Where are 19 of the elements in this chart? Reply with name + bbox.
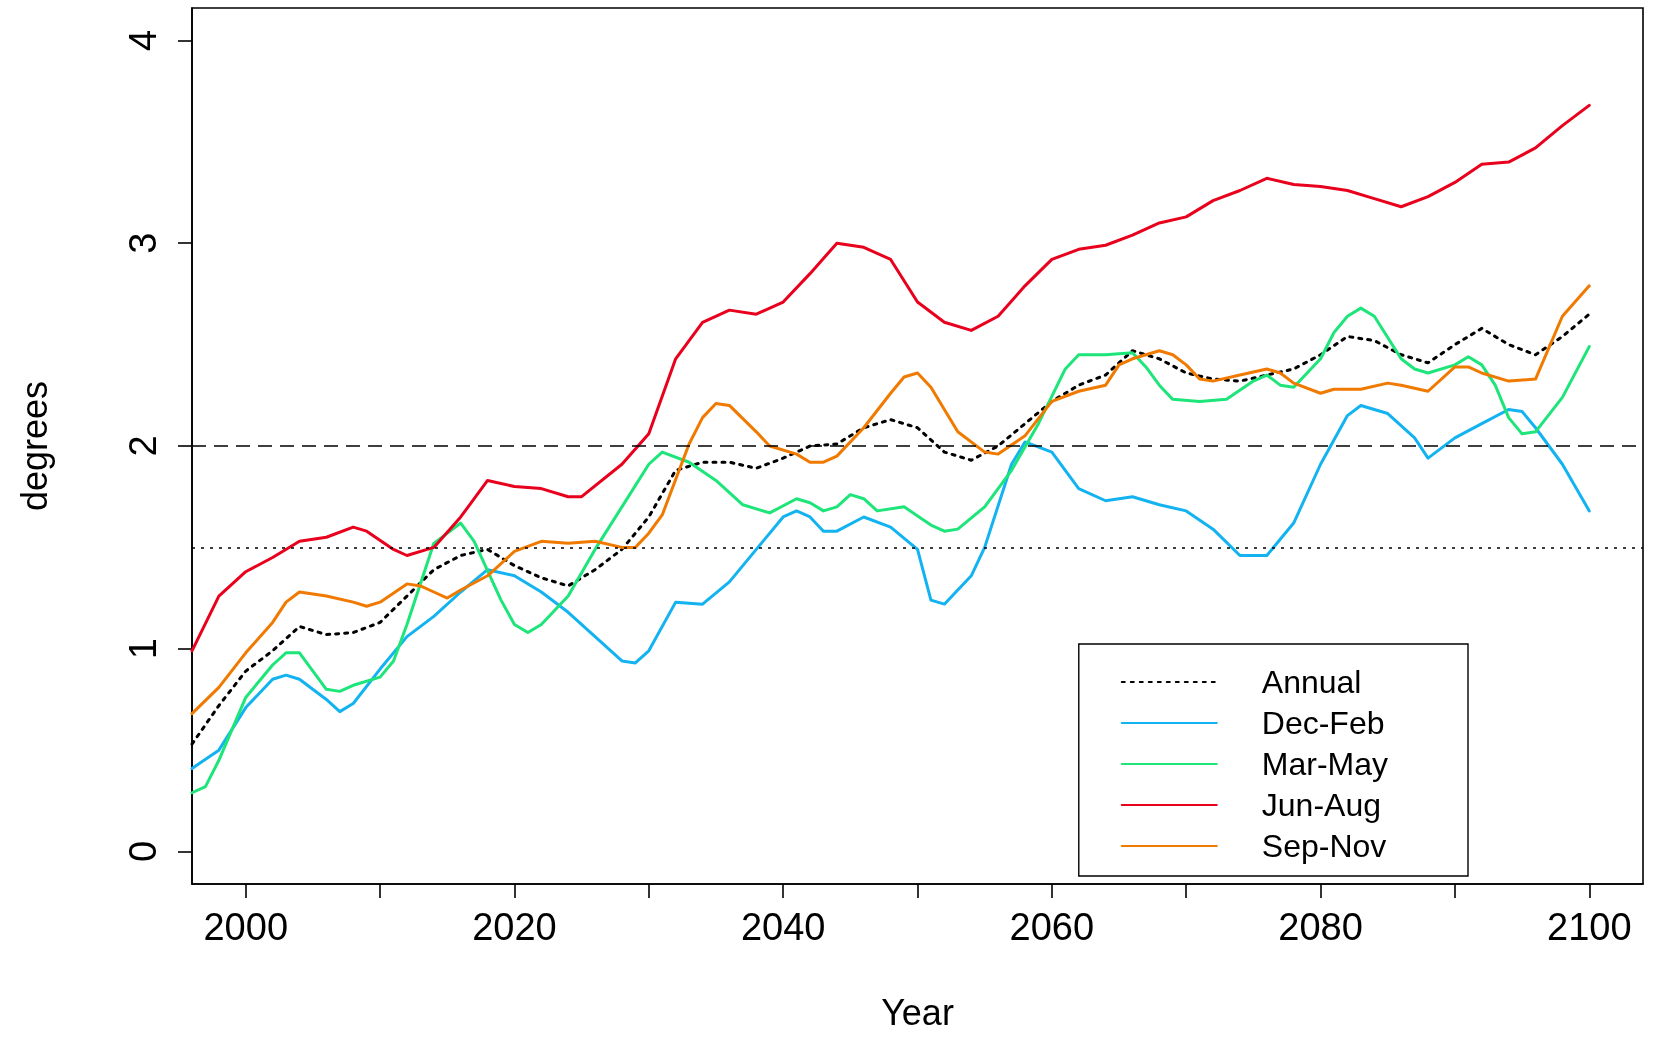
- legend-label: Jun-Aug: [1261, 787, 1381, 823]
- y-tick-label: 2: [122, 435, 164, 457]
- y-tick-label: 4: [122, 29, 164, 52]
- x-tick-label: 2080: [1278, 906, 1363, 948]
- legend-label: Mar-May: [1261, 746, 1388, 782]
- y-axis-title: degrees: [13, 380, 55, 512]
- line-series: [190, 103, 1591, 653]
- x-tick-label: 2000: [203, 906, 289, 948]
- y-tick-label: 3: [122, 232, 164, 254]
- y-tick-label: 1: [122, 638, 164, 660]
- x-tick-label: 2040: [740, 906, 826, 948]
- x-tick-label: 2020: [472, 906, 557, 948]
- legend-label: Annual: [1261, 664, 1362, 700]
- x-tick-label: 2060: [1009, 906, 1095, 948]
- legend-label: Sep-Nov: [1261, 828, 1387, 864]
- y-tick-label: 0: [122, 840, 164, 863]
- x-tick-label: 2100: [1546, 906, 1632, 948]
- x-axis-title: Year: [881, 991, 954, 1033]
- legend-label: Dec-Feb: [1261, 705, 1385, 741]
